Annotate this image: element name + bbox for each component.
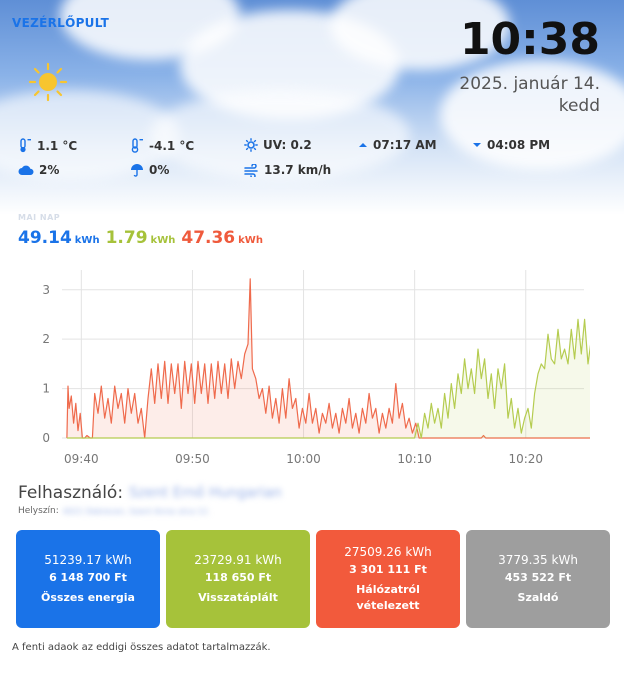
y-tick-label: 3: [42, 283, 50, 297]
tile-label: Összes energia: [41, 590, 135, 604]
tile-balance[interactable]: 3779.35 kWh 453 522 Ft Szaldó: [466, 530, 610, 628]
tile-label: Szaldó: [517, 590, 559, 604]
x-tick-label: 09:40: [64, 452, 99, 466]
series-area: [66, 319, 590, 438]
y-tick-label: 2: [42, 332, 50, 346]
user-name: Szent Ernő Hungarian: [129, 485, 282, 501]
tile-ft: 118 650 Ft: [204, 570, 272, 584]
tile-total-energy[interactable]: 51239.17 kWh 6 148 700 Ft Összes energia: [16, 530, 160, 628]
temp-max-value: 1.1 °C: [37, 138, 78, 153]
cloud-cover: 2%: [18, 163, 59, 177]
today-label: MAI NAP: [18, 213, 61, 222]
caret-down-icon: [473, 143, 481, 147]
cloud-cover-value: 2%: [39, 163, 60, 177]
series-area: [66, 278, 590, 438]
rain-chance-value: 0%: [149, 163, 170, 177]
rain-chance: 0%: [130, 163, 169, 177]
thermometer-high-icon: [20, 138, 31, 153]
temp-min-value: -4.1 °C: [149, 138, 195, 153]
x-tick-label: 10:20: [508, 452, 543, 466]
tile-label: Visszatáplált: [198, 590, 278, 604]
today-import: 47.36 kWh: [181, 228, 263, 248]
current-date: 2025. január 14.: [459, 74, 600, 94]
x-tick-label: 09:50: [175, 452, 210, 466]
series-line: [66, 278, 590, 439]
user-label: Felhasználó:: [18, 483, 124, 503]
uv-index: UV: 0.2: [244, 138, 312, 152]
tile-grid-import[interactable]: 27509.26 kWh 3 301 111 Ft Hálózatról vét…: [316, 530, 460, 628]
weather-hero: [0, 0, 624, 215]
temp-max: 1.1 °C: [18, 138, 77, 153]
series-line: [66, 318, 590, 439]
tile-ft: 453 522 Ft: [504, 570, 572, 584]
sunset: 04:08 PM: [472, 138, 550, 152]
y-tick-label: 1: [42, 382, 50, 396]
sun-icon: [28, 62, 68, 102]
tile-kwh: 51239.17 kWh: [44, 552, 132, 567]
wind-speed-value: 13.7 km/h: [264, 163, 332, 177]
wind-speed: 13.7 km/h: [244, 163, 331, 177]
today-energy: 49.14 kWh 1.79 kWh 47.36 kWh: [18, 228, 263, 248]
today-export: 1.79 kWh: [105, 228, 176, 248]
sunrise-value: 07:17 AM: [373, 138, 437, 152]
uv-value: UV: 0.2: [263, 138, 312, 152]
x-tick-label: 10:10: [397, 452, 432, 466]
tile-kwh: 27509.26 kWh: [344, 545, 432, 560]
user-info: Felhasználó: Szent Ernő Hungarian: [18, 483, 282, 503]
current-weekday: kedd: [558, 96, 600, 116]
location-label: Helyszín:: [18, 506, 59, 516]
y-tick-label: 0: [42, 431, 50, 445]
tile-label: Hálózatról vételezett: [356, 583, 420, 612]
temp-min: -4.1 °C: [130, 138, 194, 153]
x-tick-label: 10:00: [286, 452, 321, 466]
location-info: Helyszín: 4021 Debrecen, Szent Anna utca…: [18, 506, 210, 516]
footnote: A fenti adaok az eddigi összes adatot ta…: [12, 642, 271, 653]
thermometer-low-icon: [131, 138, 143, 153]
tile-ft: 3 301 111 Ft: [349, 563, 427, 577]
umbrella-icon: [131, 164, 143, 177]
sunset-value: 04:08 PM: [487, 138, 551, 152]
tile-exported[interactable]: 23729.91 kWh 118 650 Ft Visszatáplált: [166, 530, 310, 628]
wind-icon: [244, 163, 258, 177]
clock-time: 10:38: [459, 14, 600, 65]
location-value: 4021 Debrecen, Szent Anna utca 12.: [62, 506, 211, 516]
today-consumption: 49.14 kWh: [18, 228, 100, 248]
tile-ft: 6 148 700 Ft: [49, 570, 127, 584]
caret-up-icon: [359, 143, 367, 147]
brand-title[interactable]: VEZÉRLŐPULT: [12, 16, 110, 30]
uv-sun-icon: [244, 138, 258, 152]
tile-kwh: 3779.35 kWh: [498, 552, 578, 567]
tile-kwh: 23729.91 kWh: [194, 552, 282, 567]
sunrise: 07:17 AM: [358, 138, 437, 152]
cloud-icon: [18, 165, 34, 175]
summary-tiles: 51239.17 kWh 6 148 700 Ft Összes energia…: [16, 530, 610, 628]
